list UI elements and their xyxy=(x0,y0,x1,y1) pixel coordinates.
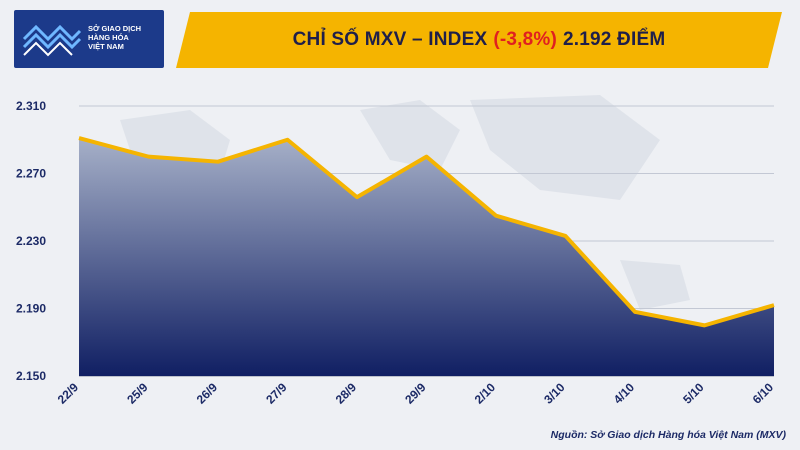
x-tick-label: 26/9 xyxy=(194,380,221,407)
title-bar xyxy=(176,12,782,68)
logo-line-3: VIỆT NAM xyxy=(88,42,124,51)
x-tick-label: 3/10 xyxy=(541,380,568,407)
y-tick-label: 2.150 xyxy=(16,369,46,383)
title-suffix: 2.192 ĐIỂM xyxy=(563,29,666,50)
logo-line-1: SỞ GIAO DỊCH xyxy=(88,24,142,33)
logo: SỞ GIAO DỊCH HÀNG HÓA VIỆT NAM xyxy=(14,10,164,68)
series-line xyxy=(78,136,775,328)
logo-line-2: HÀNG HÓA xyxy=(88,33,129,42)
title-change: (-3,8%) xyxy=(493,29,558,50)
x-tick-label: 22/9 xyxy=(55,380,82,407)
y-tick-label: 2.270 xyxy=(16,167,46,181)
x-tick-label: 5/10 xyxy=(680,380,707,407)
x-tick-label: 29/9 xyxy=(402,380,429,407)
x-tick-label: 25/9 xyxy=(124,380,151,407)
y-tick-label: 2.310 xyxy=(16,99,46,113)
y-tick-label: 2.230 xyxy=(16,234,46,248)
source-note: Nguồn: Sở Giao dịch Hàng hóa Việt Nam (M… xyxy=(550,429,786,441)
title-prefix: CHỈ SỐ MXV – INDEX xyxy=(292,29,488,50)
header: SỞ GIAO DỊCH HÀNG HÓA VIỆT NAM CHỈ SỐ MX… xyxy=(0,0,800,78)
x-tick-label: 4/10 xyxy=(611,380,638,407)
page-title: CHỈ SỐ MXV – INDEX (-3,8%) 2.192 ĐIỂM xyxy=(176,12,782,68)
x-tick-label: 2/10 xyxy=(472,380,499,407)
logo-mark-icon xyxy=(22,24,82,57)
x-tick-label: 28/9 xyxy=(333,380,360,407)
series-area xyxy=(79,138,774,376)
x-tick-label: 27/9 xyxy=(263,380,290,407)
y-tick-label: 2.190 xyxy=(16,302,46,316)
logo-text: SỞ GIAO DỊCH HÀNG HÓA VIỆT NAM xyxy=(88,24,162,51)
x-tick-label: 6/10 xyxy=(750,380,777,407)
